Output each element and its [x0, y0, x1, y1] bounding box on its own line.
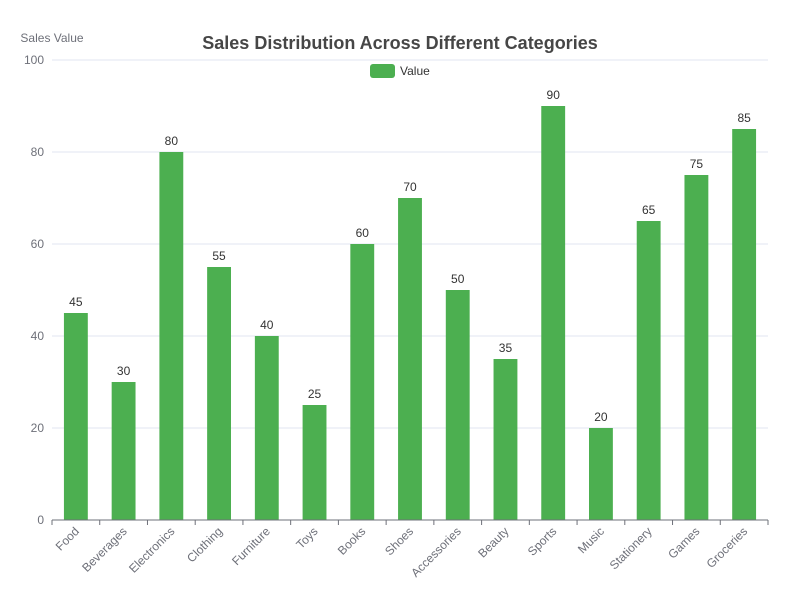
x-tick-label: Clothing — [184, 524, 225, 565]
bar-stationery[interactable] — [636, 221, 661, 520]
data-label: 25 — [308, 387, 322, 401]
y-tick-label: 100 — [24, 53, 44, 67]
x-tick-label: Shoes — [382, 524, 416, 558]
bar-shoes[interactable] — [398, 198, 422, 520]
data-label: 20 — [594, 410, 608, 424]
data-label: 90 — [547, 88, 561, 102]
x-tick-label: Sports — [525, 524, 559, 558]
bar-games[interactable] — [684, 175, 709, 520]
data-label: 70 — [403, 180, 417, 194]
bar-accessories[interactable] — [445, 290, 470, 520]
x-tick-label: Beverages — [79, 524, 129, 574]
bar-beauty[interactable] — [493, 359, 518, 520]
bar-beverages[interactable] — [111, 382, 136, 520]
x-tick-label: Stationery — [607, 524, 655, 572]
bar-toys[interactable] — [302, 405, 327, 520]
data-label: 55 — [212, 249, 226, 263]
x-tick-label: Music — [575, 524, 607, 556]
data-label: 65 — [642, 203, 656, 217]
x-tick-label: Books — [335, 524, 368, 557]
bar-books[interactable] — [350, 244, 375, 520]
y-axis-ticks: 0 20 40 60 80 100 — [24, 53, 44, 527]
legend[interactable]: Value — [370, 64, 430, 78]
x-tick-label: Furniture — [229, 524, 273, 568]
bars-group: 45 30 80 55 40 25 60 70 50 35 90 20 65 75 85 — [63, 88, 757, 520]
data-label: 85 — [737, 111, 751, 125]
bar-furniture[interactable] — [254, 336, 279, 520]
x-tick-label: Groceries — [704, 524, 751, 571]
bar-food[interactable] — [63, 313, 88, 520]
y-tick-label: 60 — [31, 237, 45, 251]
data-label: 40 — [260, 318, 274, 332]
legend-swatch — [370, 64, 395, 78]
chart-title: Sales Distribution Across Different Cate… — [202, 33, 597, 53]
data-label: 30 — [117, 364, 131, 378]
bar-clothing[interactable] — [207, 267, 231, 520]
bar-sports[interactable] — [541, 106, 566, 520]
x-tick-label: Games — [665, 524, 702, 561]
y-tick-label: 40 — [31, 329, 45, 343]
x-tick-label: Toys — [293, 524, 320, 551]
bar-electronics[interactable] — [159, 152, 184, 520]
data-label: 75 — [690, 157, 704, 171]
y-tick-label: 20 — [31, 421, 45, 435]
legend-label: Value — [400, 64, 430, 78]
data-label: 35 — [499, 341, 513, 355]
x-tick-label: Accessories — [408, 524, 464, 580]
data-label: 45 — [69, 295, 83, 309]
bar-music[interactable] — [589, 428, 613, 520]
y-tick-label: 0 — [37, 513, 44, 527]
x-tick-label: Beauty — [475, 524, 511, 560]
data-label: 80 — [165, 134, 179, 148]
y-axis-name: Sales Value — [20, 31, 83, 45]
data-label: 50 — [451, 272, 465, 286]
data-label: 60 — [356, 226, 370, 240]
bar-groceries[interactable] — [732, 129, 757, 520]
x-tick-label: Electronics — [126, 524, 177, 575]
y-tick-label: 80 — [31, 145, 45, 159]
x-tick-label: Food — [53, 524, 82, 553]
